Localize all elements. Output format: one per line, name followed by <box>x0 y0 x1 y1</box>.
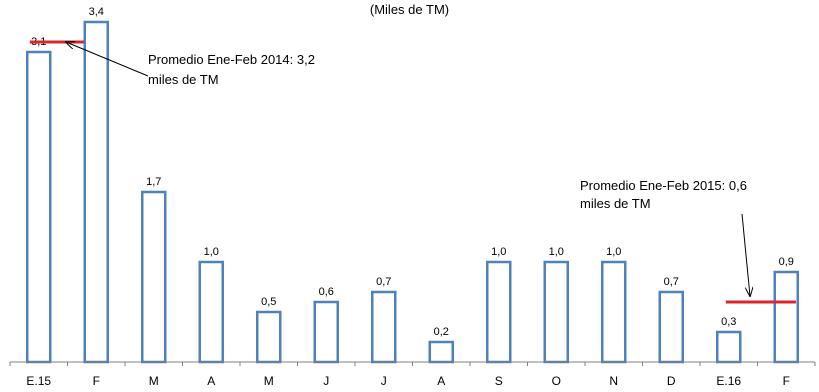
bar-8 <box>486 260 512 364</box>
value-label-12: 0,3 <box>721 316 736 328</box>
bar-2 <box>141 190 167 364</box>
bars-layer <box>26 20 799 364</box>
x-tick-label-8: S <box>495 374 503 388</box>
bar-1 <box>83 20 109 364</box>
bar-7 <box>428 340 454 364</box>
x-tick-label-0: E.15 <box>26 374 51 388</box>
chart-subtitle: (Miles de TM) <box>369 2 450 17</box>
annotation-arrow-avg-2015 <box>741 213 750 296</box>
bar-12 <box>716 330 742 364</box>
x-tick-label-3: A <box>207 374 215 388</box>
bar-6 <box>371 290 397 364</box>
value-label-6: 0,7 <box>376 276 391 288</box>
bar-10 <box>601 260 627 364</box>
x-tick-label-11: D <box>667 374 676 388</box>
bar-5 <box>313 300 339 364</box>
bar-0 <box>26 50 52 364</box>
x-tick-label-7: A <box>437 374 445 388</box>
x-tick-label-6: J <box>381 374 387 388</box>
bar-3 <box>198 260 224 364</box>
annotation-arrow-avg-2014 <box>66 42 149 77</box>
bar-9 <box>543 260 569 364</box>
value-label-11: 0,7 <box>664 276 679 288</box>
value-label-4: 0,5 <box>261 296 276 308</box>
value-label-10: 1,0 <box>606 246 621 258</box>
x-tick-label-4: M <box>264 374 274 388</box>
value-label-9: 1,0 <box>549 246 564 258</box>
value-label-5: 0,6 <box>319 286 334 298</box>
annotations-layer: Promedio Ene-Feb 2014: 3,2 miles de TM Pro… <box>29 40 796 304</box>
value-label-2: 1,7 <box>146 176 161 188</box>
annotation-text-avg-2014-line1: Promedio Ene-Feb 2014: 3,2 <box>148 52 315 67</box>
x-tick-label-2: M <box>149 374 159 388</box>
value-label-8: 1,0 <box>491 246 506 258</box>
bar-13 <box>773 270 799 364</box>
value-label-3: 1,0 <box>204 246 219 258</box>
value-label-13: 0,9 <box>779 256 794 268</box>
x-tick-label-1: F <box>93 374 100 388</box>
annotation-text-avg-2014-line2: miles de TM <box>148 72 219 87</box>
x-axis-labels-layer: E.15 F M A M J J A S O N D E.16 F <box>9 362 816 388</box>
x-tick-label-9: O <box>552 374 561 388</box>
x-tick-label-12: E.16 <box>716 374 741 388</box>
value-label-7: 0,2 <box>434 326 449 338</box>
value-labels-layer: 3,13,41,71,00,50,60,70,21,01,01,00,70,30… <box>31 6 794 338</box>
x-tick-label-5: J <box>323 374 329 388</box>
value-label-1: 3,4 <box>89 6 104 18</box>
x-tick-label-13: F <box>783 374 790 388</box>
bar-11 <box>658 290 684 364</box>
bar-4 <box>256 310 282 364</box>
annotation-text-avg-2015-line2: miles de TM <box>580 196 651 211</box>
x-tick-label-10: N <box>609 374 618 388</box>
annotation-text-avg-2015-line1: Promedio Ene-Feb 2015: 0,6 <box>580 178 747 193</box>
